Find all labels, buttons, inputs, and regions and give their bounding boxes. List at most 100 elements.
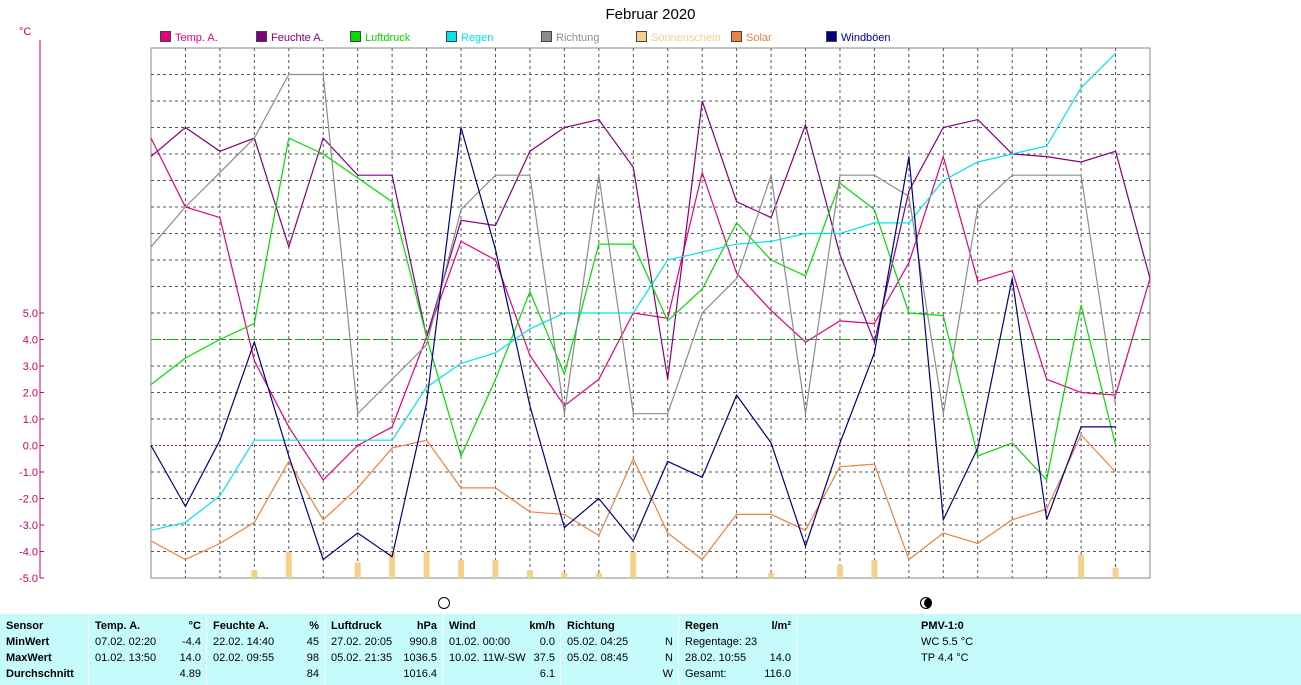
stats-unit-humidity: %: [309, 620, 319, 632]
humidity-max-time: 02.02. 09:55: [213, 652, 275, 664]
legend-swatch: [160, 31, 171, 42]
stats-unit-rain: l/m²: [771, 620, 791, 632]
y-tick-label: -1.0: [19, 467, 38, 479]
y-tick-label: -3.0: [19, 520, 38, 532]
legend-label: Richtung: [556, 32, 600, 44]
y-tick-label: 3.0: [23, 361, 38, 373]
direction-avg-value: W: [662, 668, 673, 680]
y-tick-label: 1.0: [23, 414, 38, 426]
stats-col-rain: Regen l/m² Regentage: 23 28.02. 10:55 14.0…: [678, 614, 797, 685]
humidity-min-value: 45: [306, 636, 319, 648]
rain-total-label: Gesamt:: [685, 668, 727, 680]
temp-max-time: 01.02. 13:50: [95, 652, 157, 664]
pressure-min-value: 990.8: [409, 636, 437, 648]
sunshine-bar: [354, 562, 361, 578]
legend-item: Windböen: [826, 31, 891, 44]
sunshine-bar: [285, 552, 292, 578]
sunshine-bar: [458, 559, 465, 578]
sunshine-bar: [630, 552, 637, 578]
series-line-solar: [150, 433, 1117, 561]
new-moon-icon: [437, 597, 450, 609]
stats-label-min: MinWert: [6, 636, 50, 648]
legend-swatch: [826, 31, 837, 42]
legend-swatch: [446, 31, 457, 42]
stats-label-avg: Durchschnitt: [6, 668, 74, 680]
sunshine-bar: [1112, 567, 1119, 578]
pressure-min-time: 27.02. 20:05: [331, 636, 393, 648]
pmv-wc: WC 5.5 °C: [921, 636, 974, 648]
wind-min-value: 0.0: [539, 636, 555, 648]
legend-swatch: [636, 31, 647, 42]
wind-avg-value: 6.1: [539, 668, 555, 680]
chart-title: Februar 2020: [605, 6, 696, 23]
legend-label: Sonnenschein: [651, 32, 721, 44]
sunshine-bar: [423, 552, 430, 578]
sunshine-bar: [526, 570, 533, 578]
stats-col-pressure: Luftdruck hPa 27.02. 20:05 990.8 05.02. 21…: [324, 614, 443, 685]
temp-avg-value: 4.89: [179, 668, 201, 680]
legend-label: Luftdruck: [365, 32, 411, 44]
sunshine-bar: [492, 559, 499, 578]
legend-label: Solar: [746, 32, 772, 44]
pressure-avg-value: 1016.4: [403, 668, 437, 680]
temp-max-value: 14.0: [179, 652, 201, 664]
legend-label: Regen: [461, 32, 494, 44]
humidity-avg-value: 84: [306, 668, 319, 680]
stats-label-max: MaxWert: [6, 652, 52, 664]
sunshine-bar: [389, 552, 396, 578]
y-tick-label: -2.0: [19, 494, 38, 506]
series-line-windb-en: [150, 127, 1116, 561]
stats-header-temp: Temp. A.: [95, 620, 141, 632]
y-tick-label: -5.0: [19, 573, 38, 585]
legend-item: Solar: [731, 31, 772, 44]
series-line-luftdruck: [150, 137, 1117, 482]
stats-unit-pressure: hPa: [416, 620, 437, 632]
stats-header-wind: Wind: [449, 620, 476, 632]
y-tick-label: 0.0: [23, 441, 38, 453]
rain-total-value: 116.0: [764, 668, 791, 680]
legend-item: Luftdruck: [350, 31, 410, 44]
stats-header-direction: Richtung: [567, 620, 615, 632]
sunshine-bar: [768, 572, 775, 578]
stats-header-pressure: Luftdruck: [331, 620, 382, 632]
sunshine-bar: [595, 572, 602, 578]
line-chart: 5.0 4.0 3.0 2.0 1.0 0.0 -1.0 -2.0 -3.0 -4.0 -5.0: [19, 40, 1151, 585]
sunshine-bar: [1078, 554, 1085, 578]
rain-max-value: 14.0: [769, 652, 791, 664]
stats-col-direction: Richtung 05.02. 04:25 N 05.02. 08:45 N W: [560, 614, 679, 685]
series-line-temp-a-: [150, 137, 1151, 481]
legend-swatch: [731, 31, 742, 42]
stats-col-humidity: Feuchte A.% 22.02. 14:40 45 02.02. 09:55 9…: [206, 614, 325, 685]
pressure-max-value: 1036.5: [403, 652, 437, 664]
temp-min-time: 07.02. 02:20: [95, 636, 157, 648]
stats-col-pmv: PMV-1:0 WC 5.5 °C TP 4.4 °C: [796, 614, 1301, 685]
rain-days: Regentage: 23: [685, 636, 758, 648]
direction-max-time: 05.02. 08:45: [567, 652, 629, 664]
wind-max-time: 10.02. 11W-SW: [449, 652, 526, 664]
series-line-feuchte-a-: [150, 100, 1151, 380]
direction-min-value: N: [665, 636, 673, 648]
humidity-max-value: 98: [306, 652, 319, 664]
stats-unit-temp: °C: [188, 620, 201, 632]
temp-min-value: -4.4: [182, 636, 201, 648]
wind-min-time: 01.02. 00:00: [449, 636, 511, 648]
legend-swatch: [350, 31, 361, 42]
legend-label: Temp. A.: [175, 32, 218, 44]
legend-item: Temp. A.: [160, 31, 218, 44]
rain-max-time: 28.02. 10:55: [685, 652, 747, 664]
direction-max-value: N: [665, 652, 673, 664]
stats-header-rain: Regen: [685, 620, 719, 632]
y-tick-label: 5.0: [23, 308, 38, 320]
legend-label: Windböen: [841, 32, 891, 44]
y-tick-label: 2.0: [23, 388, 38, 400]
pmv-tp: TP 4.4 °C: [921, 652, 969, 664]
legend-label: Feuchte A.: [271, 32, 324, 44]
stats-header-pmv: PMV-1:0: [921, 620, 964, 632]
legend-swatch: [541, 31, 552, 42]
series-line-richtung: [150, 73, 1117, 416]
sunshine-bar: [871, 559, 878, 578]
humidity-min-time: 22.02. 14:40: [213, 636, 275, 648]
legend-item: Sonnenschein: [636, 31, 721, 44]
y-tick-label: 4.0: [23, 335, 38, 347]
stats-col-sensor: Sensor MinWert MaxWert Durchschnitt: [0, 614, 88, 685]
